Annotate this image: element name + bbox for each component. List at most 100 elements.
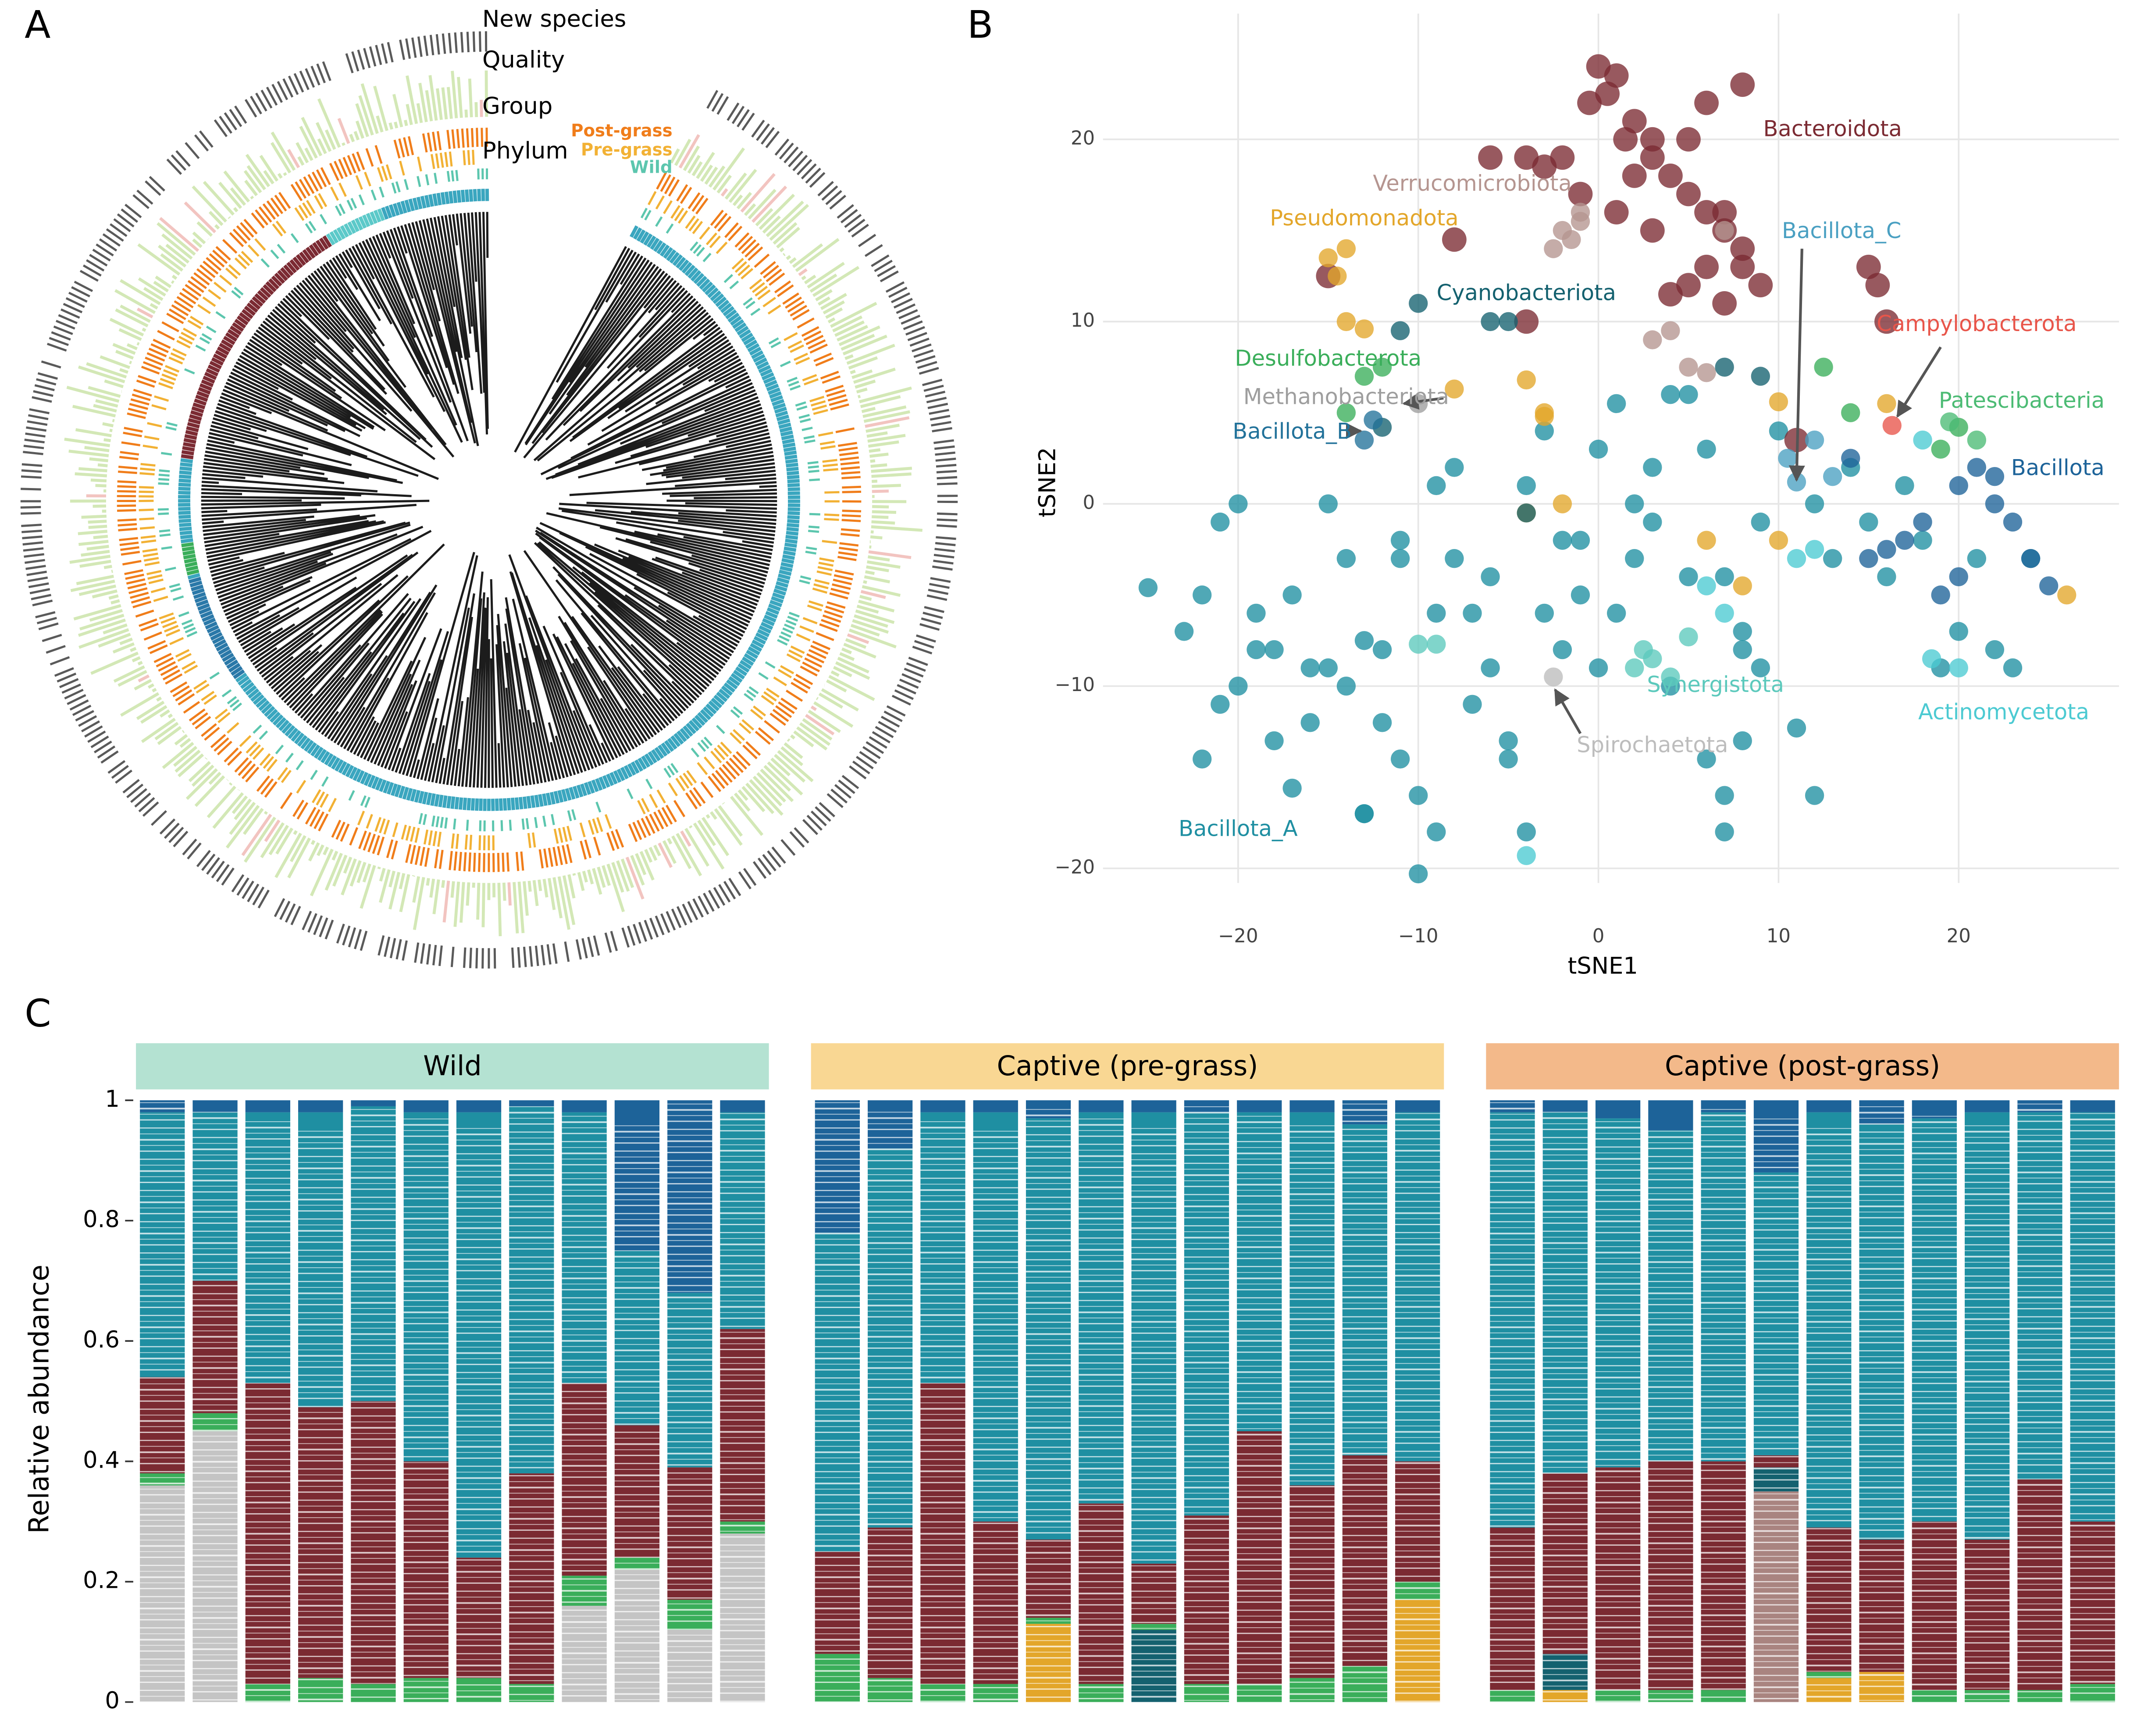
series-label: Bacillota_A [1179,816,1298,841]
point [1697,363,1716,382]
series-label: Pseudomonadota [1270,205,1458,231]
point [1354,430,1374,450]
point [1913,531,1932,550]
annotation-arrow [1554,688,1582,734]
point [1427,476,1446,495]
point [1550,145,1575,170]
bar-segment [2070,1100,2115,1112]
point [1625,549,1644,568]
point [1409,864,1428,884]
point [1733,622,1752,641]
point [1985,640,2005,659]
stripe-overlay [1184,1104,1229,1706]
point [1769,421,1788,441]
point [1463,603,1482,623]
point [1715,786,1734,805]
bar-segment [1395,1100,1440,1112]
point [1264,640,1284,659]
series-label: Cyanobacteriota [1437,280,1616,306]
point [1697,749,1716,769]
point [1372,713,1392,732]
group-ring [117,128,862,872]
point [1390,531,1410,550]
point [1697,576,1716,595]
point [1697,439,1716,459]
ring-label: Quality [482,46,565,73]
y-tick-label: 0 [1083,492,1095,514]
point [1625,658,1644,677]
point [1730,254,1755,279]
point [1535,406,1554,426]
point [1606,394,1626,414]
point [1229,677,1248,696]
point [1679,385,1698,404]
group-legend: Pre-grass [581,140,673,160]
point [1859,549,1878,568]
point [1882,416,1902,435]
point [1949,476,1968,495]
stripe-overlay [1595,1119,1641,1721]
point [1823,467,1842,486]
point [1571,585,1590,605]
point [1715,603,1734,623]
facet-strip [811,1043,1444,1090]
point [1748,273,1773,298]
point [1640,218,1665,243]
point [1390,749,1410,769]
point [1336,239,1356,258]
point [1282,778,1302,798]
bar-segment [456,1100,502,1112]
stripe-overlay [1648,1129,1693,1731]
point [1336,403,1356,422]
bar-segment [562,1100,607,1112]
point [1229,494,1248,513]
bar-segment [403,1100,449,1112]
point [1931,585,1950,605]
point [1577,90,1602,115]
facet-title: Wild [423,1050,482,1082]
point [1805,430,1824,450]
point [2039,576,2059,595]
x-axis-label: tSNE1 [1568,952,1638,979]
bar-segment [351,1100,396,1106]
stripe-overlay [298,1129,343,1731]
point [1841,403,1860,422]
stripe-overlay [2017,1101,2062,1704]
point [1463,695,1482,714]
point [1733,640,1752,659]
point [1517,846,1536,865]
point [1481,312,1500,332]
point [1856,254,1881,279]
point [1264,731,1284,751]
x-tick-label: −10 [1398,925,1439,947]
point [1193,585,1212,605]
bar-segment [1131,1100,1176,1112]
point [1805,494,1824,513]
point [1661,321,1680,340]
series-label: Desulfobacterota [1235,346,1421,371]
point [1409,294,1428,313]
point [1553,531,1572,550]
point [1661,667,1680,687]
point [1874,309,1899,334]
point [1640,127,1665,152]
point [1544,239,1563,258]
point [1354,631,1374,650]
series-label: Bacteroidota [1763,116,1902,141]
point [1247,603,1266,623]
point [1658,282,1683,307]
point [1445,458,1464,477]
point [1354,319,1374,339]
point [2003,658,2023,677]
stripe-overlay [868,1109,913,1712]
point [1694,200,1719,225]
point [1604,200,1629,225]
point [1427,635,1446,654]
group-legend: Wild [630,158,673,178]
point [1211,512,1230,532]
stripe-overlay [720,1111,765,1713]
ring-label: Group [482,93,552,119]
y-axis-label: Relative abundance [23,1265,55,1534]
stripe-overlay [1965,1123,2010,1725]
point [1643,512,1662,532]
